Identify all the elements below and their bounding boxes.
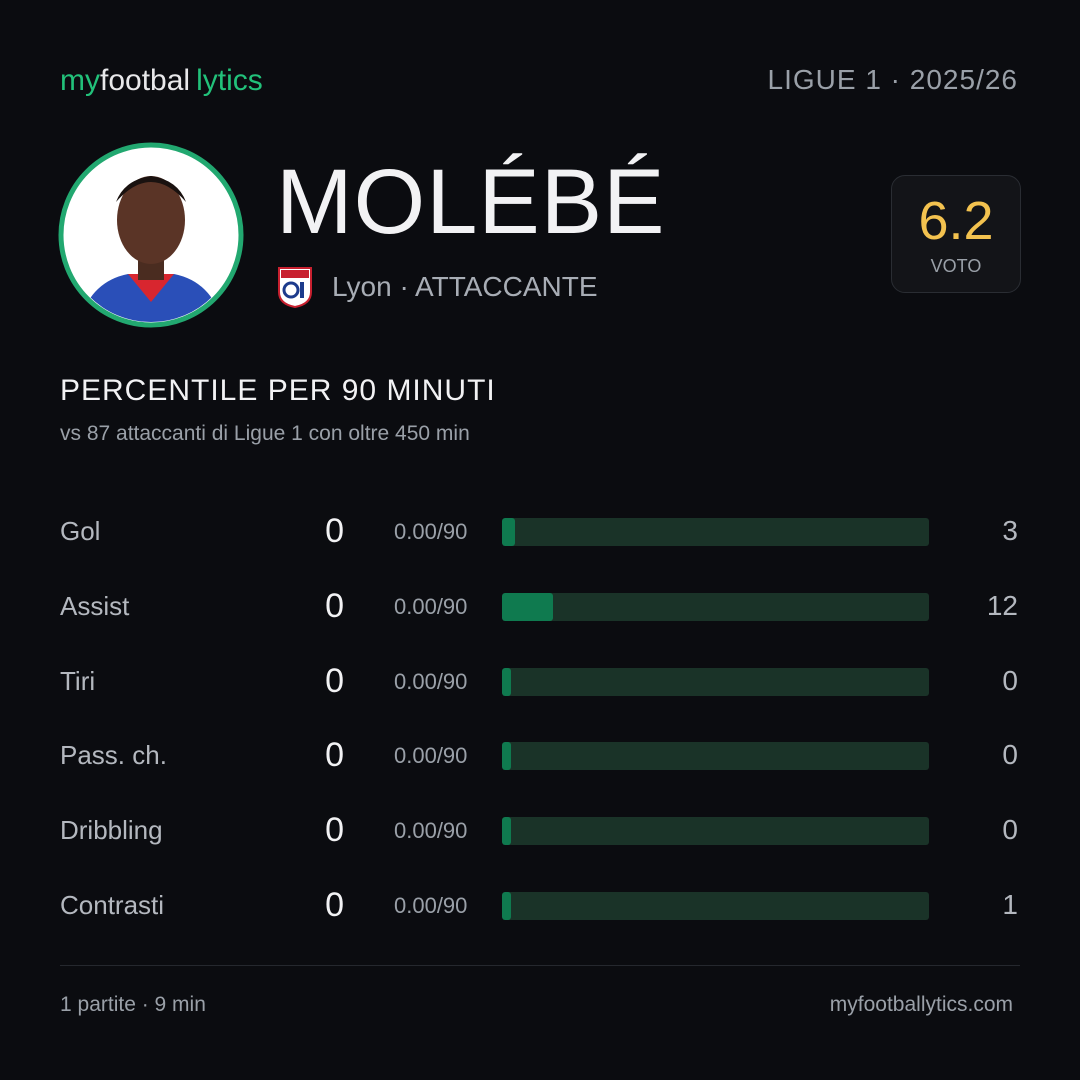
percentile-bar: [502, 817, 511, 846]
stat-per90: 0.00/90: [394, 668, 468, 694]
stat-percentile: 0: [1002, 739, 1018, 771]
percentile-bar: [502, 742, 511, 771]
stat-per90: 0.00/90: [394, 743, 468, 769]
stat-value: 0: [325, 886, 344, 924]
stat-per90: 0.00/90: [394, 593, 468, 619]
player-name: MOLÉBÉ: [276, 151, 666, 253]
rating-label: VOTO: [930, 256, 982, 276]
stat-percentile: 12: [986, 589, 1018, 621]
stat-per90: 0.00/90: [394, 519, 468, 544]
rating-box: 6.2 VOTO: [891, 175, 1021, 293]
stat-percentile: 3: [1002, 515, 1018, 546]
club-logo: [278, 267, 312, 308]
percentile-track: [502, 892, 929, 920]
stat-value: 0: [325, 811, 344, 850]
rating-value: 6.2: [918, 191, 994, 251]
percentile-track: [502, 817, 929, 846]
section-title: PERCENTILE PER 90 MINUTI: [60, 374, 496, 407]
club-name: Lyon: [332, 271, 392, 302]
percentile-track: [502, 518, 929, 546]
stat-value: 0: [325, 512, 344, 550]
stat-label: Assist: [60, 590, 130, 621]
stat-value: 0: [325, 586, 344, 625]
stat-value: 0: [325, 736, 344, 775]
brand-part: my: [60, 64, 100, 97]
percentile-track: [502, 667, 929, 696]
footer-site: myfootballytics.com: [829, 993, 1013, 1016]
percentile-bar: [502, 592, 554, 621]
divider: [60, 965, 1020, 966]
brand-part: footbal: [100, 64, 191, 97]
stat-label: Contrasti: [60, 890, 165, 920]
section-subtitle: vs 87 attaccanti di Ligue 1 con oltre 45…: [60, 422, 470, 445]
stat-percentile: 0: [1002, 664, 1018, 696]
club-position: Lyon · ATTACCANTE: [332, 271, 598, 303]
stat-per90: 0.00/90: [394, 818, 468, 844]
percentile-bar: [502, 518, 515, 546]
percentile-bar: [502, 892, 511, 920]
percentile-track: [502, 592, 929, 621]
league-season: LIGUE 1 · 2025/26: [767, 64, 1018, 95]
player-position: · ATTACCANTE: [399, 271, 598, 302]
percentile-bar: [502, 667, 511, 696]
stat-per90: 0.00/90: [394, 893, 468, 918]
brand-part: lytics: [196, 64, 263, 97]
stat-label: Tiri: [60, 665, 96, 696]
stat-label: Pass. ch.: [60, 740, 167, 771]
stat-label: Dribbling: [60, 815, 163, 846]
percentile-track: [502, 742, 929, 771]
stat-value: 0: [325, 661, 344, 700]
footer-summary: 1 partite · 9 min: [60, 993, 206, 1016]
player-photo: [58, 142, 244, 328]
stat-percentile: 1: [1002, 889, 1018, 920]
brand-logo: myfootbal lytics: [60, 64, 263, 98]
stat-percentile: 0: [1002, 814, 1018, 846]
stat-label: Gol: [60, 516, 101, 546]
